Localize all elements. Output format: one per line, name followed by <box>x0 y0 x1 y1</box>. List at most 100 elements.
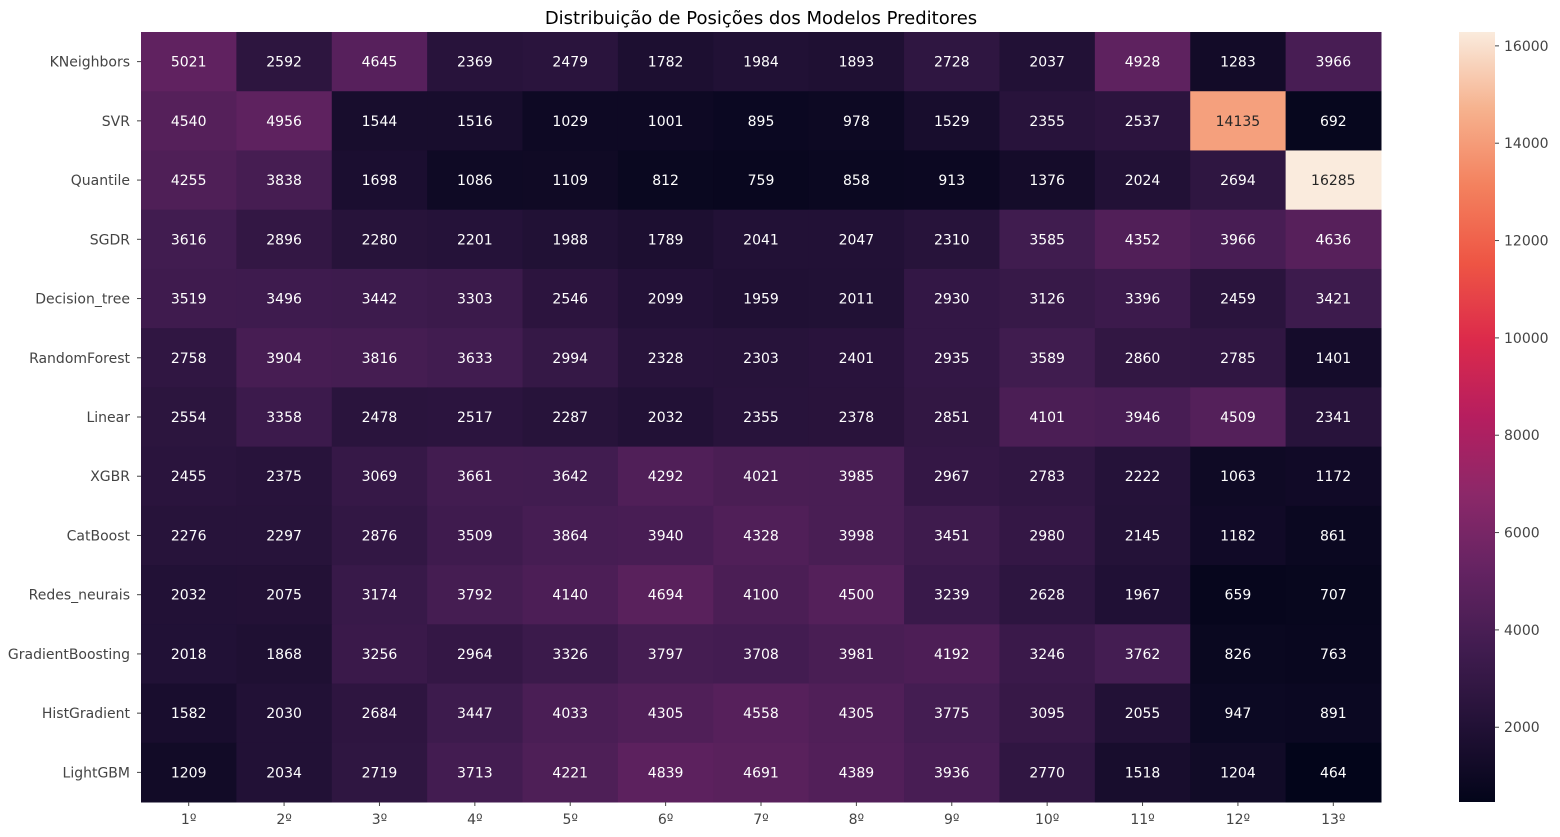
cell-value-label: 14135 <box>1216 114 1261 130</box>
heatmap-cell <box>331 446 428 507</box>
cell-value-label: 1698 <box>362 173 398 189</box>
cell-value-label: 2145 <box>1125 528 1161 544</box>
cell-value-label: 3998 <box>839 528 875 544</box>
heatmap-cell <box>427 209 524 270</box>
cell-value-label: 978 <box>843 114 870 130</box>
heatmap-cell <box>904 742 1000 803</box>
heatmap-cell <box>1285 505 1382 566</box>
cell-value-label: 1988 <box>552 232 588 248</box>
heatmap-cell <box>236 328 333 388</box>
cell-value-label: 2041 <box>743 232 779 248</box>
heatmap-cell <box>617 150 714 211</box>
heatmap-cell <box>1094 446 1191 507</box>
heatmap-cell <box>522 387 619 448</box>
cell-value-label: 2554 <box>171 410 207 426</box>
cell-value-label: 1529 <box>934 114 970 130</box>
heatmap-cell <box>522 565 619 625</box>
cell-value-label: 3940 <box>648 528 684 544</box>
cell-value-label: 2303 <box>743 351 779 367</box>
heatmap-cell <box>999 446 1096 507</box>
cell-value-label: 3174 <box>362 588 398 604</box>
cell-value-label: 707 <box>1320 588 1347 604</box>
cell-value-label: 5021 <box>171 55 207 71</box>
cell-value-label: 3509 <box>457 528 493 544</box>
cell-value-label: 4694 <box>648 588 684 604</box>
heatmap-cell <box>617 505 714 566</box>
heatmap-cell <box>1094 387 1191 448</box>
y-tick-label: LightGBM <box>63 765 130 781</box>
heatmap-cell <box>808 387 905 448</box>
heatmap-cell <box>808 209 905 270</box>
cell-value-label: 1182 <box>1220 528 1256 544</box>
heatmap-cell <box>427 624 524 685</box>
heatmap-cell <box>713 624 810 685</box>
heatmap-cell <box>427 32 524 92</box>
heatmap-cell <box>617 565 714 625</box>
cell-value-label: 2099 <box>648 292 684 308</box>
cell-value-label: 2964 <box>457 647 493 663</box>
y-tick-label: XGBR <box>90 469 130 485</box>
heatmap-cell <box>999 268 1096 329</box>
cell-value-label: 3126 <box>1029 292 1065 308</box>
heatmap-cell <box>522 683 619 744</box>
heatmap-cell <box>713 565 810 625</box>
heatmap-cell <box>236 387 333 448</box>
y-tick-label: KNeighbors <box>50 55 130 71</box>
cell-value-label: 2876 <box>362 528 398 544</box>
heatmap-cell <box>522 209 619 270</box>
y-axis: KNeighbors SVR Quantile SGDR Decision_tree Ra… <box>8 55 141 781</box>
cell-value-label: 659 <box>1225 588 1252 604</box>
cell-value-label: 2860 <box>1125 351 1161 367</box>
heatmap-cell <box>236 505 333 566</box>
heatmap-cell <box>1285 683 1382 744</box>
cell-value-label: 4500 <box>839 588 875 604</box>
cell-value-label: 3816 <box>362 351 398 367</box>
heatmap-cell <box>141 91 237 151</box>
heatmap-cell <box>236 268 333 329</box>
cell-value-label: 2011 <box>839 292 875 308</box>
cell-value-label: 4691 <box>743 765 779 781</box>
heatmap-cell <box>904 565 1000 625</box>
heatmap-cell <box>141 446 237 507</box>
heatmap-cells <box>141 32 1382 803</box>
heatmap-cell <box>808 91 905 151</box>
heatmap-cell <box>427 683 524 744</box>
heatmap-cell <box>999 209 1096 270</box>
heatmap-cell <box>1190 565 1287 625</box>
colorbar-tick-label: 12000 <box>1504 234 1549 250</box>
cell-value-label: 858 <box>843 173 870 189</box>
cell-value-label: 2310 <box>934 232 970 248</box>
cell-value-label: 1001 <box>648 114 684 130</box>
heatmap-cell <box>713 32 810 92</box>
heatmap-cell <box>904 683 1000 744</box>
heatmap-cell <box>617 624 714 685</box>
heatmap-cell <box>236 150 333 211</box>
cell-value-label: 3966 <box>1220 232 1256 248</box>
cell-value-label: 4292 <box>648 469 684 485</box>
cell-value-label: 891 <box>1320 706 1347 722</box>
cell-value-label: 692 <box>1320 114 1347 130</box>
heatmap-cell <box>141 32 237 92</box>
cell-value-label: 3713 <box>457 765 493 781</box>
cell-value-label: 4509 <box>1220 410 1256 426</box>
heatmap-cell <box>713 209 810 270</box>
cell-value-label: 4558 <box>743 706 779 722</box>
cell-value-label: 1959 <box>743 292 779 308</box>
heatmap-cell <box>617 91 714 151</box>
heatmap-cell <box>331 742 428 803</box>
cell-value-label: 2276 <box>171 528 207 544</box>
cell-value-label: 1518 <box>1125 765 1161 781</box>
heatmap-cell <box>1190 387 1287 448</box>
cell-value-label: 861 <box>1320 528 1347 544</box>
cell-value-label: 2287 <box>552 410 588 426</box>
cell-value-label: 1204 <box>1220 765 1256 781</box>
cell-value-label: 2980 <box>1029 528 1065 544</box>
cell-value-label: 4100 <box>743 588 779 604</box>
cell-value-label: 3239 <box>934 588 970 604</box>
cell-value-label: 1967 <box>1125 588 1161 604</box>
cell-value-label: 1109 <box>552 173 588 189</box>
cell-value-label: 3256 <box>362 647 398 663</box>
heatmap-cell <box>522 505 619 566</box>
heatmap-cell <box>236 683 333 744</box>
heatmap-cell <box>1190 683 1287 744</box>
